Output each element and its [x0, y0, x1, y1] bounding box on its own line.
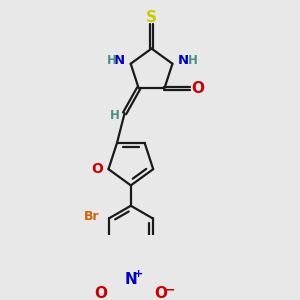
Text: O: O: [92, 162, 104, 176]
Text: N: N: [124, 272, 137, 287]
Text: N: N: [114, 54, 125, 67]
Text: S: S: [146, 10, 157, 25]
Text: −: −: [165, 283, 175, 296]
Text: O: O: [94, 286, 108, 300]
Text: N: N: [178, 54, 189, 67]
Text: O: O: [191, 81, 204, 96]
Text: H: H: [188, 54, 198, 67]
Text: O: O: [154, 286, 167, 300]
Text: +: +: [134, 269, 143, 279]
Text: H: H: [107, 54, 117, 67]
Text: Br: Br: [84, 210, 100, 223]
Text: H: H: [110, 109, 120, 122]
